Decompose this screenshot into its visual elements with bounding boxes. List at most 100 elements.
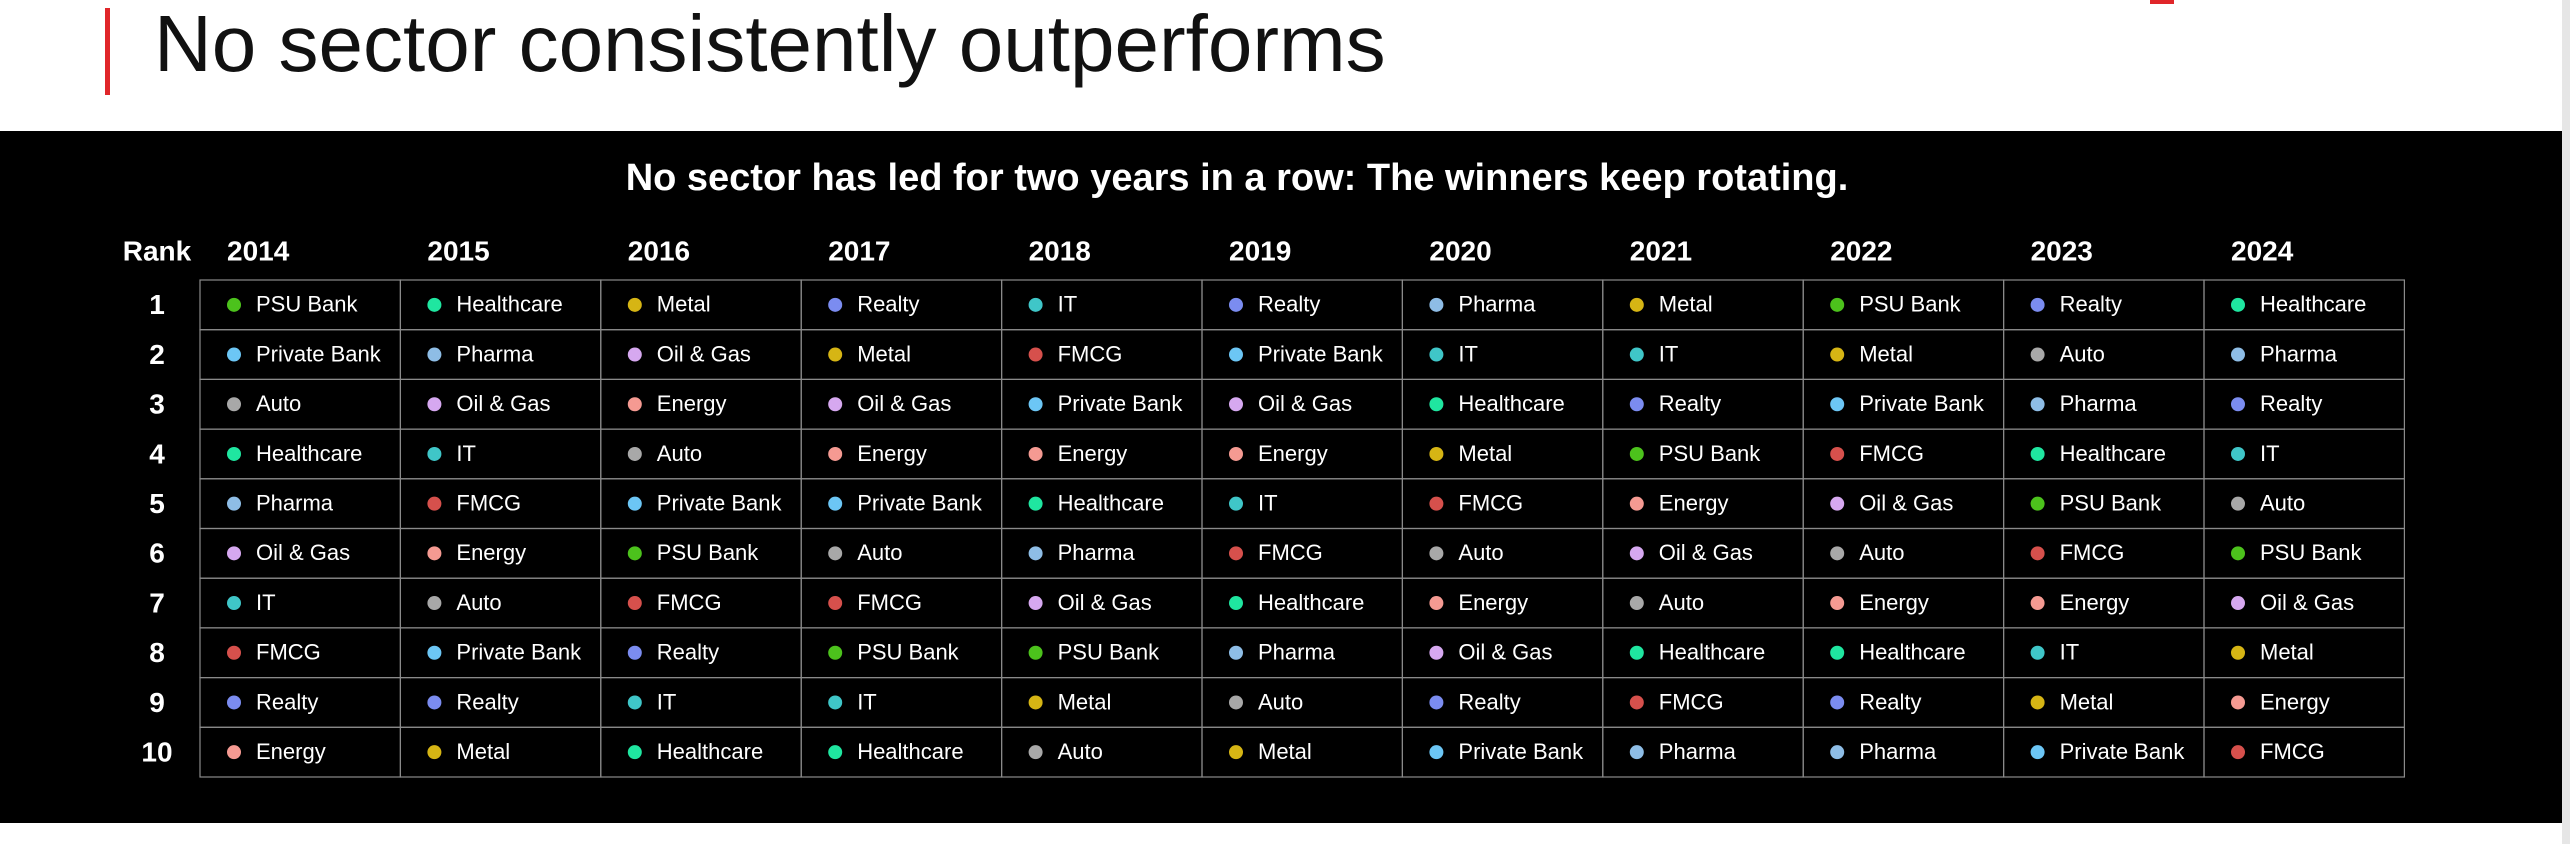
sector-name: Private Bank xyxy=(1458,739,1584,764)
sector-name: Energy xyxy=(2260,689,2330,714)
sector-name: IT xyxy=(2060,640,2080,665)
sector-name: Pharma xyxy=(256,490,334,515)
sector-name: Pharma xyxy=(1258,640,1336,665)
sector-name: Pharma xyxy=(1458,292,1536,317)
rank-label: 10 xyxy=(141,737,172,768)
sector-dot xyxy=(427,347,442,362)
year-header: 2015 xyxy=(427,235,489,266)
sector-name: IT xyxy=(1058,292,1078,317)
sector-dot xyxy=(627,596,642,611)
sector-name: FMCG xyxy=(1458,490,1523,515)
sector-name: IT xyxy=(1458,341,1478,366)
sector-name: PSU Bank xyxy=(1859,292,1961,317)
sector-dot xyxy=(227,546,241,561)
sector-name: Oil & Gas xyxy=(1058,590,1152,615)
year-header: 2017 xyxy=(828,235,890,266)
sector-dot xyxy=(2030,695,2045,710)
sector-name: Realty xyxy=(2060,292,2122,317)
sector-name: Oil & Gas xyxy=(857,391,951,416)
sector-name: Energy xyxy=(1659,490,1729,515)
sector-dot xyxy=(828,745,843,760)
sector-name: Realty xyxy=(1859,689,1921,714)
title-accent xyxy=(105,8,110,95)
sector-name: Healthcare xyxy=(1659,640,1765,665)
rank-label: 7 xyxy=(149,587,165,618)
sector-dot xyxy=(1830,397,1845,412)
sector-dot xyxy=(1028,297,1043,312)
sector-dot xyxy=(427,397,442,412)
sector-name: Healthcare xyxy=(2260,292,2366,317)
sector-name: Private Bank xyxy=(657,490,783,515)
sector-dot xyxy=(627,695,642,710)
sector-name: Healthcare xyxy=(657,739,763,764)
sector-name: Private Bank xyxy=(857,490,983,515)
scrollbar xyxy=(2562,0,2570,844)
sector-dot xyxy=(227,347,241,362)
sector-name: IT xyxy=(2260,441,2280,466)
sector-name: Oil & Gas xyxy=(1258,391,1352,416)
sector-dot xyxy=(1629,297,1644,312)
sector-name: Healthcare xyxy=(256,441,362,466)
sector-name: FMCG xyxy=(1859,441,1924,466)
sector-name: Metal xyxy=(1659,292,1713,317)
logo-fragment xyxy=(2150,0,2174,4)
sector-name: IT xyxy=(1659,341,1679,366)
sector-dot xyxy=(1830,745,1845,760)
sector-dot xyxy=(828,347,843,362)
sector-name: Realty xyxy=(256,689,318,714)
table-title: No sector has led for two years in a row… xyxy=(626,157,1849,199)
sector-name: Oil & Gas xyxy=(657,341,751,366)
rank-label: 6 xyxy=(149,538,165,569)
sector-dot xyxy=(1830,596,1845,611)
sector-dot xyxy=(227,645,241,660)
sector-name: Realty xyxy=(1258,292,1320,317)
sector-name: Metal xyxy=(1859,341,1913,366)
sector-dot xyxy=(627,446,642,461)
sector-name: Pharma xyxy=(2060,391,2138,416)
sector-dot xyxy=(2231,695,2245,710)
sector-name: Oil & Gas xyxy=(2260,590,2354,615)
sector-dot xyxy=(2231,297,2245,312)
sector-name: Realty xyxy=(456,689,518,714)
sector-dot xyxy=(828,645,843,660)
sector-name: Metal xyxy=(857,341,911,366)
sector-dot xyxy=(627,745,642,760)
year-header: 2018 xyxy=(1029,235,1091,266)
sector-dot xyxy=(1830,446,1845,461)
sector-name: PSU Bank xyxy=(2060,490,2162,515)
sector-dot xyxy=(1229,645,1243,660)
sector-name: PSU Bank xyxy=(657,540,759,565)
sector-name: Pharma xyxy=(2260,341,2338,366)
sector-name: Auto xyxy=(857,540,902,565)
sector-dot xyxy=(828,695,843,710)
sector-dot xyxy=(2030,496,2045,511)
sector-dot xyxy=(1830,645,1845,660)
sector-name: FMCG xyxy=(1659,689,1724,714)
sector-dot xyxy=(1629,347,1644,362)
sector-name: Healthcare xyxy=(1258,590,1364,615)
sector-name: Healthcare xyxy=(456,292,562,317)
sector-name: Metal xyxy=(1458,441,1512,466)
sector-name: Pharma xyxy=(456,341,534,366)
sector-dot xyxy=(1429,546,1444,561)
sector-dot xyxy=(427,745,442,760)
sector-dot xyxy=(427,297,442,312)
sector-name: Private Bank xyxy=(1859,391,1985,416)
sector-dot xyxy=(1429,695,1444,710)
sector-name: Energy xyxy=(1458,590,1528,615)
sector-name: Realty xyxy=(1659,391,1721,416)
sector-name: Private Bank xyxy=(2060,739,2186,764)
sector-dot xyxy=(1429,446,1444,461)
sector-dot xyxy=(1429,596,1444,611)
sector-name: Realty xyxy=(857,292,919,317)
sector-dot xyxy=(828,496,843,511)
sector-name: Private Bank xyxy=(1058,391,1184,416)
sector-dot xyxy=(1429,496,1444,511)
sector-dot xyxy=(227,397,241,412)
sector-dot xyxy=(1028,546,1043,561)
sector-name: Energy xyxy=(657,391,727,416)
sector-dot xyxy=(2030,446,2045,461)
sector-dot xyxy=(1028,347,1043,362)
sector-name: PSU Bank xyxy=(2260,540,2362,565)
